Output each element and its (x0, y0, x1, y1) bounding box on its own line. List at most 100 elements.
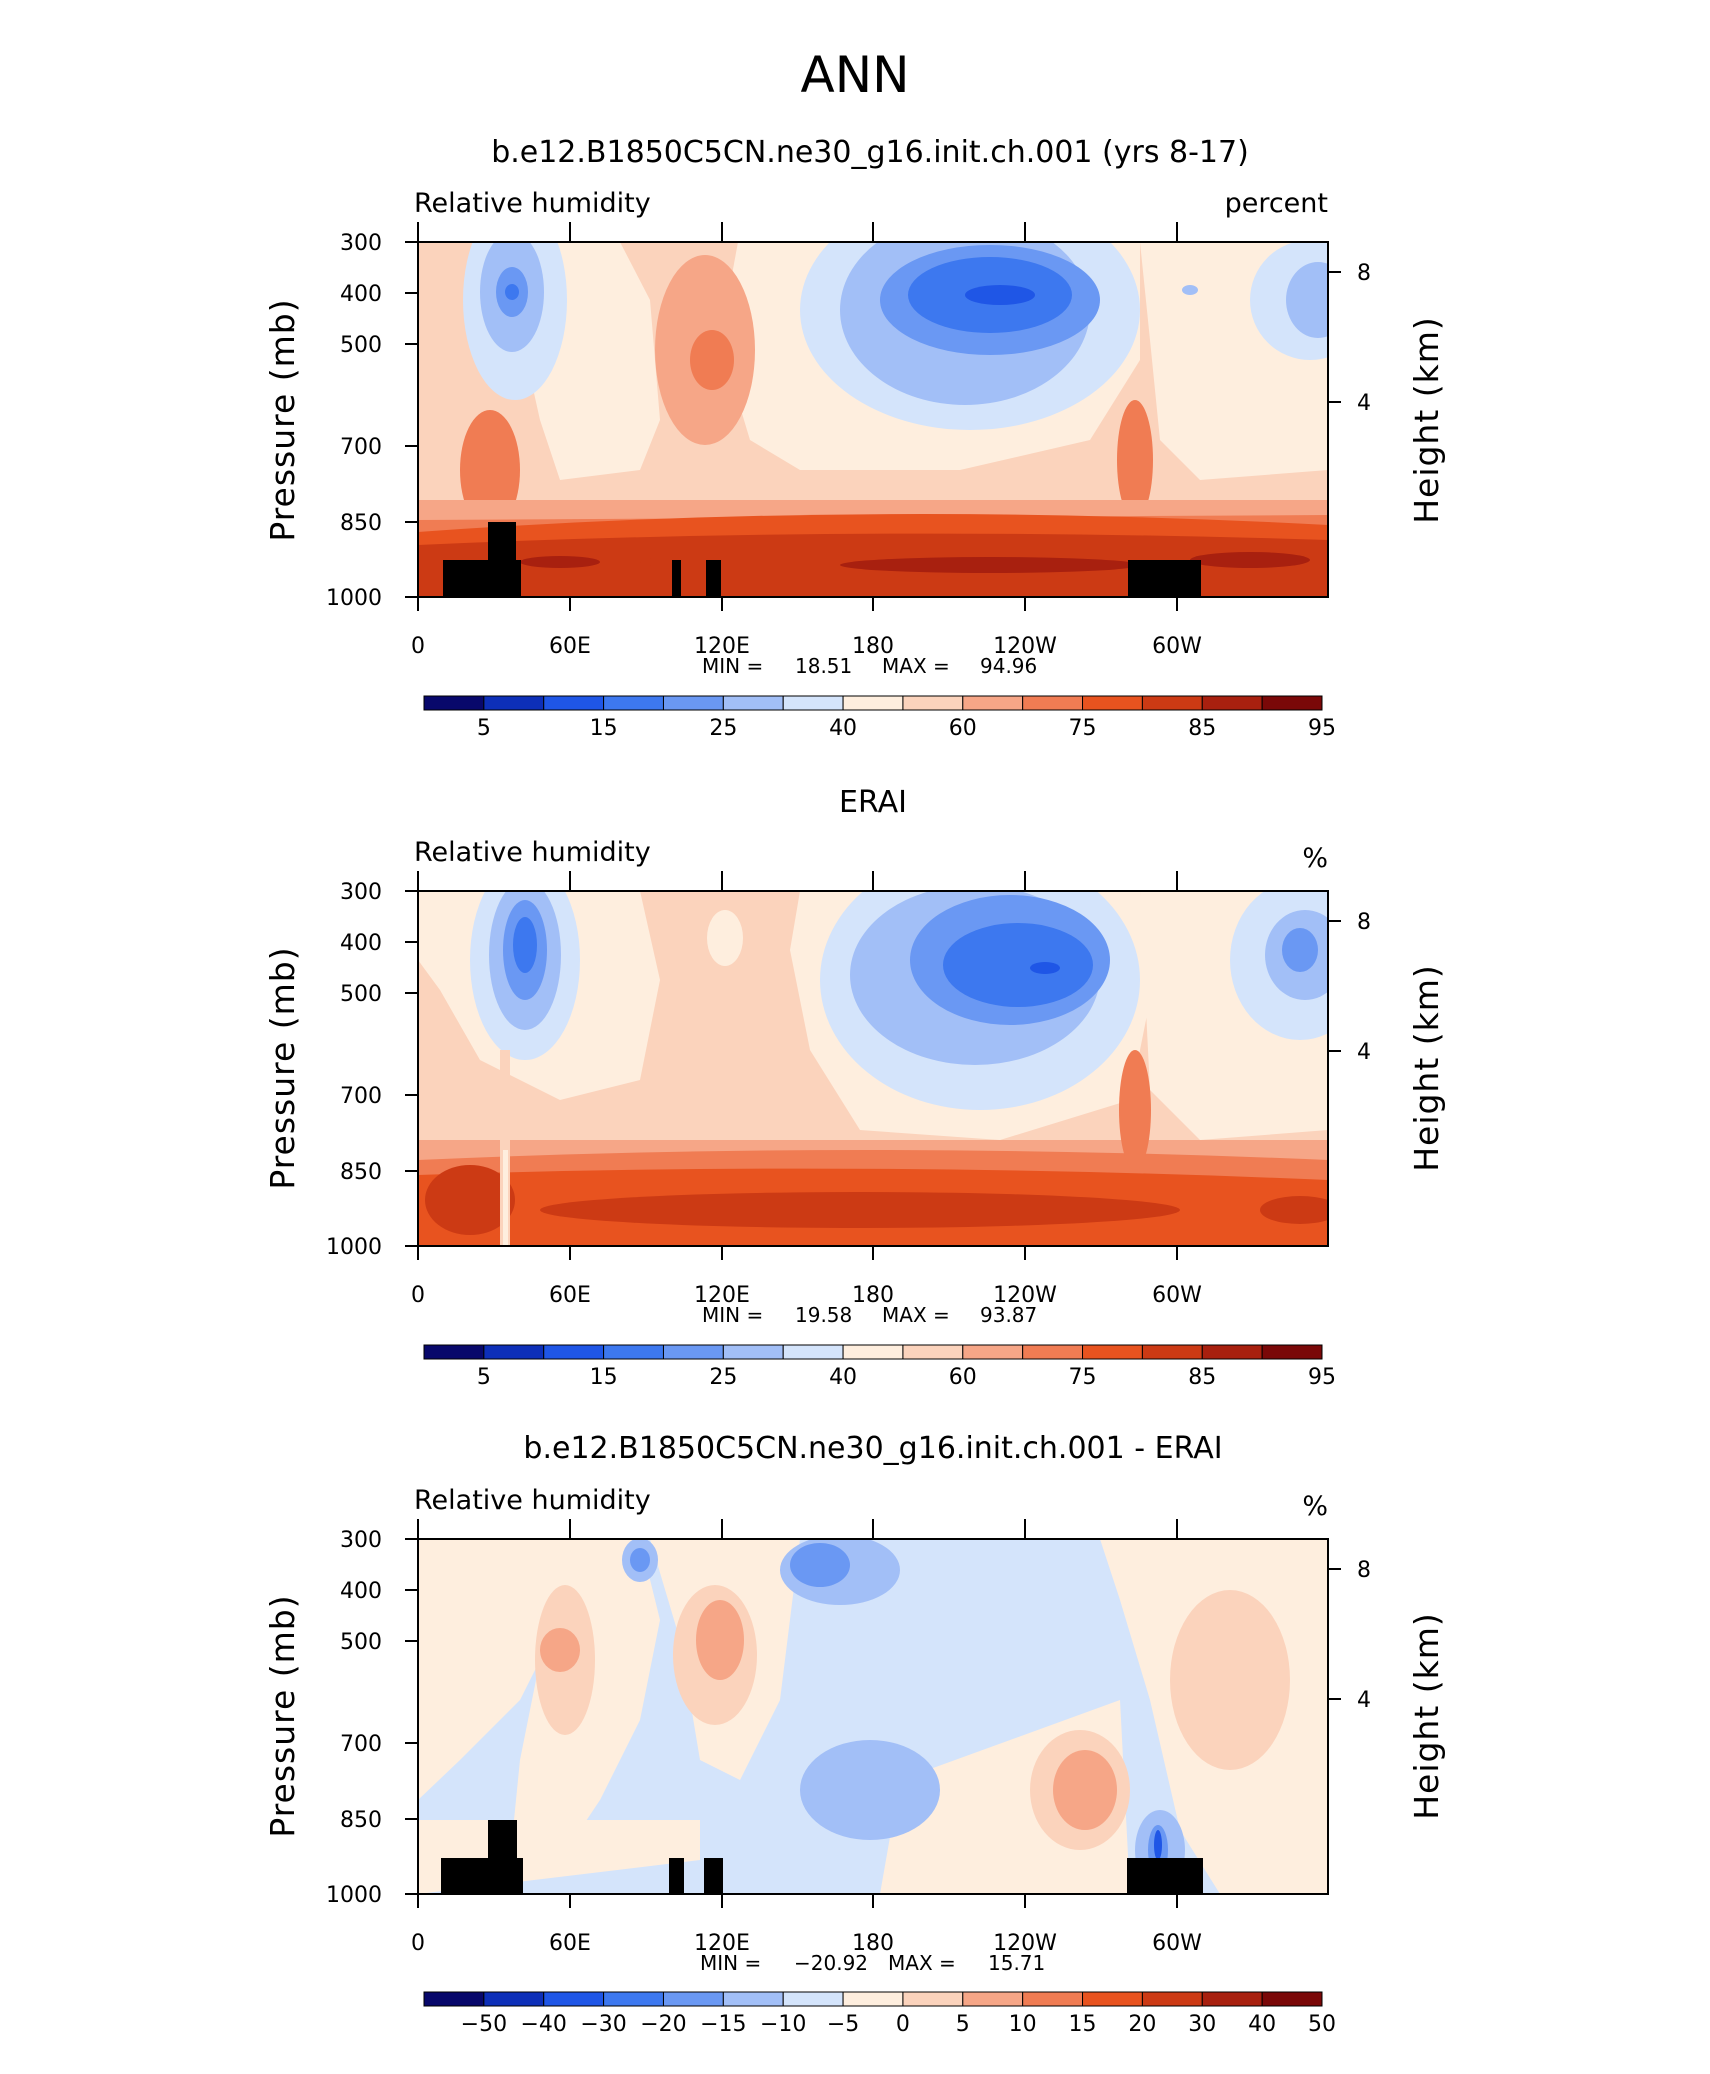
panel-2-colorbar-bin-2 (543, 1344, 605, 1360)
panel-2-xtick-4: 120W (993, 1283, 1057, 1308)
panel-1-ylabel: Pressure (mb) (263, 298, 302, 541)
panel-3-colorbar-label-8: 5 (956, 2012, 970, 2037)
panel-3-max-label: MAX = (888, 1951, 956, 1975)
panel-1-colorbar-bin-6 (782, 695, 844, 711)
panel-3-colorbar-label-5: −10 (760, 2012, 806, 2037)
panel-3-colorbar-bin-6 (782, 1991, 844, 2007)
panel-2-title: ERAI (839, 785, 907, 820)
panel-2-ytick-3: 700 (340, 1084, 382, 1109)
panel-2-colorbar-bin-10 (1022, 1344, 1084, 1360)
panel-3-colorbar-bin-13 (1201, 1991, 1263, 2007)
panel-3-colorbar-bin-14 (1261, 1991, 1323, 2007)
panel-2-colorbar-label-2: 25 (709, 1365, 737, 1390)
panel-2-colorbar-bin-13 (1201, 1344, 1263, 1360)
panel-3-min-label: MIN = (700, 1951, 761, 1975)
panel-2-ytick-1: 400 (340, 931, 382, 956)
panel-3-right-label: % (1302, 1491, 1328, 1522)
panel-2-colorbar: 5 15 25 40 60 75 85 95 (423, 1344, 1336, 1390)
panel-1-ytick-1: 400 (340, 282, 382, 307)
panel-2-xtick-0: 0 (411, 1283, 425, 1308)
panel-3-xtick-2: 120E (694, 1931, 750, 1956)
panel-3-colorbar-label-9: 10 (1009, 2012, 1037, 2037)
panel-3-colorbar-label-12: 30 (1188, 2012, 1216, 2037)
panel-2-ytick-0: 300 (340, 880, 382, 905)
panel-2-x-ticks (405, 871, 1341, 1260)
panel-1-colorbar-bin-10 (1022, 695, 1084, 711)
panel-3-xtick-0: 0 (411, 1931, 425, 1956)
panel-3-colorbar-bin-0 (423, 1991, 485, 2007)
panel-1-plot-area: 0 60E 120E 180 120W 60W 300 400 500 700 … (263, 222, 1446, 678)
panel-2-colorbar-label-7: 95 (1308, 1365, 1336, 1390)
panel-1-colorbar-label-7: 95 (1308, 716, 1336, 741)
panel-1-max-label: MAX = (882, 654, 950, 678)
panel-1-ytick-0: 300 (340, 231, 382, 256)
panel-1-colorbar-label-0: 5 (477, 716, 491, 741)
panel-1-colorbar-bin-7 (842, 695, 904, 711)
panel-2-plot-area: 0 60E 120E 180 120W 60W 300 400 500 700 … (263, 871, 1446, 1327)
panel-3-colorbar-label-10: 15 (1069, 2012, 1097, 2037)
panel-3-colorbar-bin-10 (1022, 1991, 1084, 2007)
panel-3-xtick-5: 60W (1152, 1931, 1202, 1956)
panel-2-colorbar-bin-6 (782, 1344, 844, 1360)
panel-2-colorbar-bin-1 (483, 1344, 545, 1360)
panel-1-colorbar-label-5: 75 (1069, 716, 1097, 741)
panel-1-colorbar-bin-4 (662, 695, 724, 711)
panel-2-colorbar-bin-12 (1141, 1344, 1203, 1360)
panel-1-xtick-2: 120E (694, 634, 750, 659)
panel-2-ytick-5: 1000 (326, 1235, 382, 1260)
panel-2-colorbar-bin-7 (842, 1344, 904, 1360)
panel-3-colorbar-bin-3 (603, 1991, 664, 2007)
panel-1-colorbar-bin-9 (962, 695, 1024, 711)
panel-1-colorbar-label-1: 15 (590, 716, 618, 741)
panel-2-ytick-right-0: 8 (1357, 910, 1371, 935)
panel-1-colorbar-bin-11 (1082, 695, 1143, 711)
panel-3-colorbar-label-13: 40 (1248, 2012, 1276, 2037)
panel-3-colorbar-label-14: 50 (1308, 2012, 1336, 2037)
panel-3-colorbar-label-0: −50 (461, 2012, 507, 2037)
panel-2-xtick-3: 180 (852, 1283, 894, 1308)
panel-2-colorbar-bin-3 (603, 1344, 664, 1360)
panel-2-xtick-5: 60W (1152, 1283, 1202, 1308)
panel-2-colorbar-bin-9 (962, 1344, 1024, 1360)
panel-3-ytick-4: 850 (340, 1808, 382, 1833)
panel-2-colorbar-label-6: 85 (1188, 1365, 1216, 1390)
panel-3-colorbar-bin-8 (902, 1991, 964, 2007)
panel-1-colorbar-bin-3 (603, 695, 664, 711)
panel-1-right-label: percent (1225, 188, 1328, 219)
panel-3-ytick-3: 700 (340, 1732, 382, 1757)
panel-2-colorbar-label-3: 40 (829, 1365, 857, 1390)
panel-1-xtick-3: 180 (852, 634, 894, 659)
panel-3-colorbar-label-3: −20 (640, 2012, 686, 2037)
panel-1-colorbar-label-6: 85 (1188, 716, 1216, 741)
panel-3-plot-area: 0 60E 120E 180 120W 60W 300 400 500 700 … (263, 1519, 1446, 1975)
panel-3-colorbar-bin-9 (962, 1991, 1024, 2007)
panel-1-colorbar-label-2: 25 (709, 716, 737, 741)
panel-3-max-value: 15.71 (988, 1951, 1045, 1975)
panel-1-colorbar-bin-14 (1261, 695, 1323, 711)
panel-3-colorbar-label-6: −5 (827, 2012, 859, 2037)
panel-2-min-value: 19.58 (795, 1303, 852, 1327)
panel-1: b.e12.B1850C5CN.ne30_g16.init.ch.001 (yr… (263, 135, 1446, 741)
panel-2-colorbar-bin-14 (1261, 1344, 1323, 1360)
panel-2-colorbar-label-4: 60 (949, 1365, 977, 1390)
panel-3-ytick-5: 1000 (326, 1883, 382, 1908)
panel-3-ytick-1: 400 (340, 1579, 382, 1604)
panel-1-min-label: MIN = (702, 654, 763, 678)
panel-3-colorbar-label-11: 20 (1128, 2012, 1156, 2037)
panel-2-ytick-2: 500 (340, 982, 382, 1007)
panel-3-xtick-1: 60E (549, 1931, 591, 1956)
panel-1-ytick-4: 850 (340, 511, 382, 536)
panel-1-colorbar-label-4: 60 (949, 716, 977, 741)
panel-1-contours (418, 242, 1328, 597)
panel-2-colorbar-label-5: 75 (1069, 1365, 1097, 1390)
panel-1-colorbar-bin-1 (483, 695, 545, 711)
panel-2-xtick-1: 60E (549, 1283, 591, 1308)
panel-3-colorbar-bin-4 (662, 1991, 724, 2007)
panel-1-colorbar-bin-5 (722, 695, 784, 711)
panel-3-ylabel-right: Height (km) (1407, 1612, 1446, 1820)
panel-2-colorbar-label-1: 15 (590, 1365, 618, 1390)
panel-2-min-label: MIN = (702, 1303, 763, 1327)
panel-2-ytick-right-1: 4 (1357, 1040, 1371, 1065)
panel-3-ytick-2: 500 (340, 1630, 382, 1655)
